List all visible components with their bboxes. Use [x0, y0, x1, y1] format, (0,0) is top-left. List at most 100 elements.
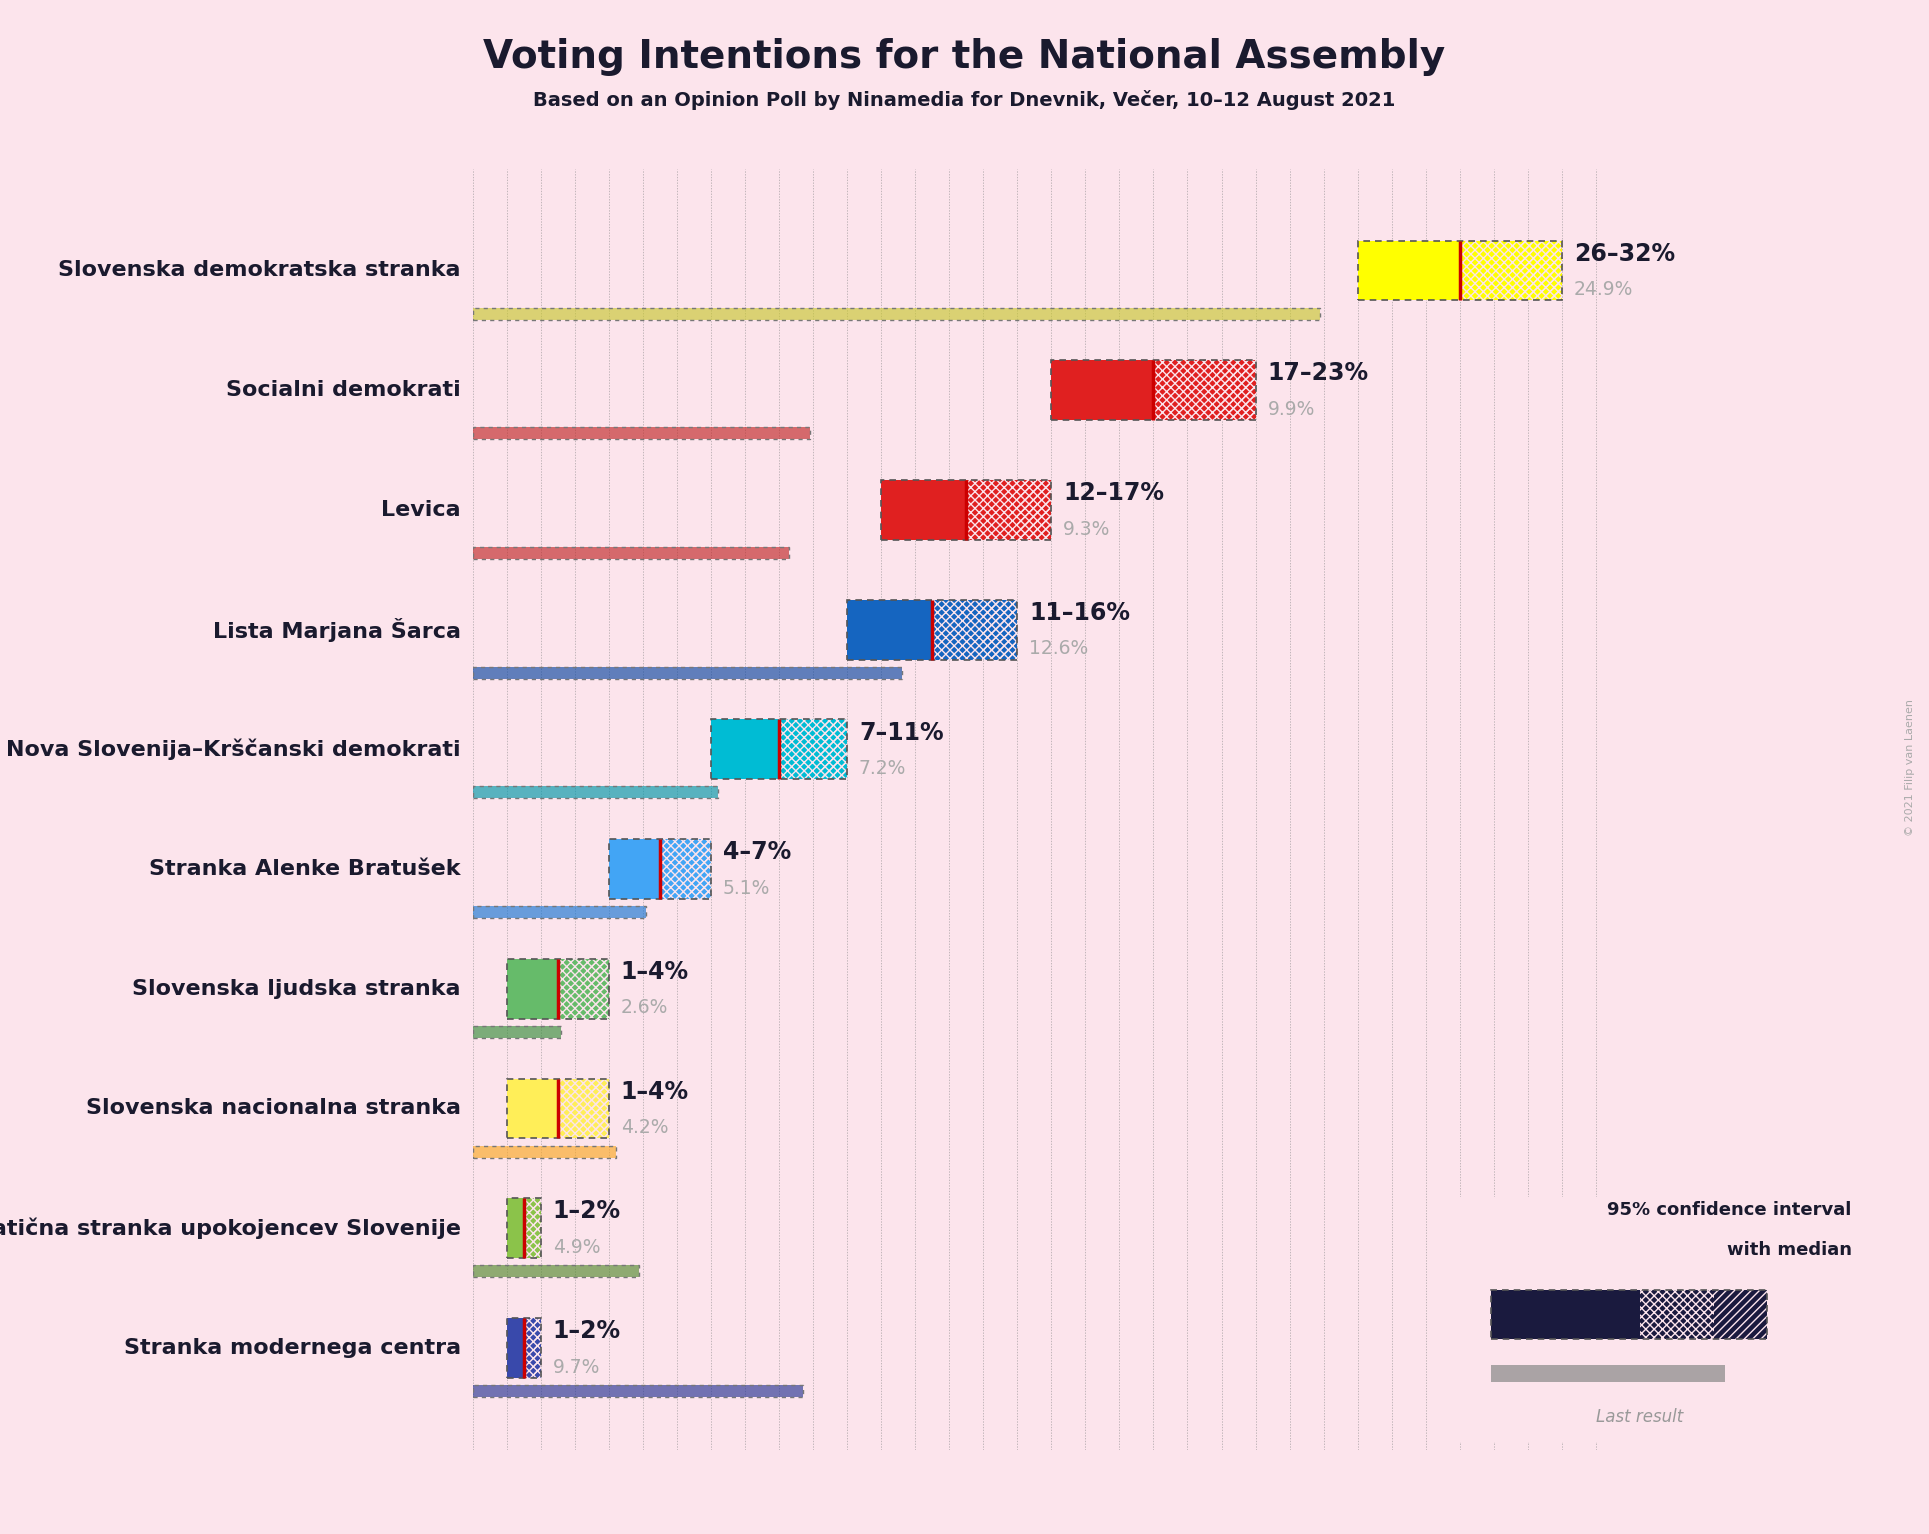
Bar	[932, 600, 1017, 660]
Bar	[1215, 360, 1256, 420]
Bar	[966, 480, 1051, 540]
Bar	[523, 1198, 540, 1258]
Bar	[534, 1318, 540, 1378]
Text: 9.3%: 9.3%	[1063, 520, 1111, 538]
Bar	[473, 428, 810, 439]
Text: 7.2%: 7.2%	[858, 759, 907, 778]
Text: 17–23%: 17–23%	[1267, 362, 1368, 385]
Bar	[847, 600, 932, 660]
Bar	[473, 308, 1319, 319]
Text: Levica: Levica	[382, 500, 461, 520]
Bar	[660, 839, 712, 899]
Bar	[1522, 241, 1562, 301]
Bar	[1640, 1290, 1715, 1339]
Bar	[779, 719, 847, 779]
Bar	[712, 719, 779, 779]
Bar	[1154, 360, 1256, 420]
Text: 26–32%: 26–32%	[1574, 242, 1674, 265]
Bar	[473, 1026, 561, 1039]
Bar	[660, 839, 712, 899]
Text: 9.9%: 9.9%	[1267, 400, 1316, 419]
Text: Slovenska demokratska stranka: Slovenska demokratska stranka	[58, 261, 461, 281]
Text: Slovenska nacionalna stranka: Slovenska nacionalna stranka	[85, 1098, 461, 1118]
Bar	[473, 667, 901, 678]
Bar	[1713, 1290, 1767, 1339]
Bar	[473, 1385, 802, 1397]
Bar	[473, 787, 718, 798]
Bar	[610, 839, 660, 899]
Text: Demokratična stranka upokojencev Slovenije: Demokratična stranka upokojencev Sloveni…	[0, 1218, 461, 1239]
Bar	[557, 1078, 610, 1138]
Bar	[473, 907, 646, 919]
Bar	[1491, 1365, 1725, 1382]
Bar	[557, 959, 610, 1019]
Bar	[1017, 480, 1051, 540]
Bar	[507, 959, 610, 1019]
Bar	[691, 839, 712, 899]
Text: 12–17%: 12–17%	[1063, 482, 1165, 505]
Bar	[473, 787, 718, 798]
Bar	[966, 480, 1051, 540]
Bar	[1051, 360, 1256, 420]
Text: 1–4%: 1–4%	[621, 1080, 689, 1103]
Bar	[473, 1266, 638, 1278]
Text: Nova Slovenija–Krščanski demokrati: Nova Slovenija–Krščanski demokrati	[6, 738, 461, 759]
Text: 7–11%: 7–11%	[858, 721, 943, 744]
Text: Based on an Opinion Poll by Ninamedia for Dnevnik, Večer, 10–12 August 2021: Based on an Opinion Poll by Ninamedia fo…	[532, 89, 1397, 110]
Text: 1–2%: 1–2%	[552, 1200, 621, 1224]
Bar	[1460, 241, 1562, 301]
Bar	[523, 1198, 540, 1258]
Bar	[523, 1318, 540, 1378]
Bar	[712, 719, 847, 779]
Bar	[1051, 360, 1154, 420]
Bar	[882, 480, 1051, 540]
Bar	[1640, 1290, 1715, 1339]
Bar	[1154, 360, 1256, 420]
Bar	[473, 1026, 561, 1039]
Bar	[523, 1318, 540, 1378]
Bar	[1491, 1290, 1767, 1339]
Text: 2.6%: 2.6%	[621, 999, 667, 1017]
Text: Lista Marjana Šarca: Lista Marjana Šarca	[212, 618, 461, 641]
Bar	[588, 1078, 610, 1138]
Text: 11–16%: 11–16%	[1030, 601, 1130, 624]
Text: 1–4%: 1–4%	[621, 960, 689, 983]
Bar	[1491, 1290, 1640, 1339]
Text: 1–2%: 1–2%	[552, 1319, 621, 1344]
Text: 5.1%: 5.1%	[723, 879, 770, 897]
Text: 4–7%: 4–7%	[723, 841, 791, 864]
Bar	[507, 1078, 557, 1138]
Bar	[507, 1078, 610, 1138]
Bar	[473, 548, 789, 558]
Bar	[473, 428, 810, 439]
Bar	[984, 600, 1017, 660]
Bar	[473, 1266, 638, 1278]
Text: with median: with median	[1726, 1241, 1852, 1259]
Bar	[473, 1146, 615, 1158]
Text: Voting Intentions for the National Assembly: Voting Intentions for the National Assem…	[484, 38, 1445, 75]
Bar	[473, 667, 901, 678]
Text: Socialni demokrati: Socialni demokrati	[226, 380, 461, 400]
Text: 24.9%: 24.9%	[1574, 281, 1634, 299]
Bar	[473, 1146, 615, 1158]
Text: Stranka Alenke Bratušek: Stranka Alenke Bratušek	[149, 859, 461, 879]
Text: Last result: Last result	[1595, 1408, 1684, 1427]
Bar	[507, 1198, 523, 1258]
Bar	[847, 600, 1017, 660]
Text: Slovenska ljudska stranka: Slovenska ljudska stranka	[133, 979, 461, 999]
Text: 4.2%: 4.2%	[621, 1118, 667, 1137]
Bar	[534, 1198, 540, 1258]
Text: 95% confidence interval: 95% confidence interval	[1607, 1201, 1852, 1220]
Bar	[473, 907, 646, 919]
Text: 4.9%: 4.9%	[552, 1238, 600, 1256]
Text: 9.7%: 9.7%	[552, 1358, 600, 1376]
Bar	[1460, 241, 1562, 301]
Bar	[507, 1198, 540, 1258]
Text: Stranka modernega centra: Stranka modernega centra	[123, 1338, 461, 1358]
Bar	[557, 1078, 610, 1138]
Bar	[820, 719, 847, 779]
Bar	[1358, 241, 1460, 301]
Bar	[610, 839, 712, 899]
Bar	[473, 308, 1319, 319]
Bar	[473, 1385, 802, 1397]
